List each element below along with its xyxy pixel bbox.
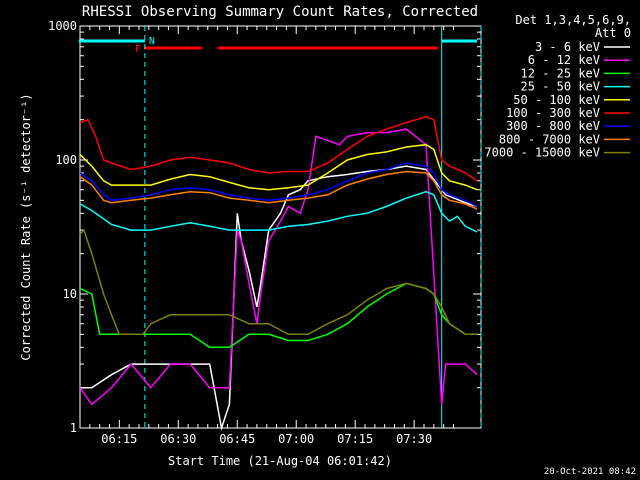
x-tick-label: 07:15 (337, 432, 373, 446)
x-tick-label: 06:15 (101, 432, 137, 446)
legend-label: 6 - 12 keV (528, 53, 600, 67)
night-flag-label: N (149, 36, 155, 47)
x-axis-label: Start Time (21-Aug-04 06:01:42) (168, 454, 392, 468)
flare-flag-label: F (135, 44, 141, 55)
series-line (79, 282, 478, 349)
y-axis-label: Corrected Count Rate (s⁻¹ detector⁻¹) (19, 93, 33, 360)
x-tick-label: 07:00 (278, 432, 314, 446)
legend-label: 7000 - 15000 keV (484, 146, 600, 160)
y-tick-label: 100 (55, 153, 77, 167)
legend-label: 12 - 25 keV (521, 66, 600, 80)
series-line (79, 170, 478, 210)
series-line (79, 162, 478, 208)
y-tick-label: 1 (70, 421, 77, 435)
series-lines (79, 116, 478, 431)
legend-label: 25 - 50 keV (521, 80, 600, 94)
y-axis: 1 10 100 1000 (48, 19, 481, 435)
chart-title: RHESSI Observing Summary Count Rates, Co… (82, 4, 478, 20)
y-tick-label: 1000 (48, 19, 77, 33)
plot-frame (79, 25, 482, 429)
legend-header-1: Det 1,3,4,5,6,9, (515, 13, 631, 27)
series-line (79, 143, 478, 191)
series-line (79, 228, 478, 336)
legend-header-2: Att 0 (595, 26, 631, 40)
x-axis: 06:15 06:30 06:45 07:00 07:15 07:30 (79, 26, 454, 446)
legend-label: 300 - 800 keV (506, 119, 600, 133)
x-tick-label: 06:45 (219, 432, 255, 446)
legend-label: 100 - 300 keV (506, 106, 600, 120)
series-line (79, 190, 478, 233)
footer-date: 20-Oct-2021 08:42 (544, 467, 636, 477)
flag-bars: NF (78, 26, 482, 428)
legend-label: 50 - 100 keV (513, 93, 600, 107)
legend-label: 800 - 7000 keV (499, 132, 600, 146)
series-line (80, 165, 478, 431)
series-line (79, 128, 478, 406)
legend-label: 3 - 6 keV (535, 40, 600, 54)
x-tick-label: 07:30 (396, 432, 432, 446)
y-tick-label: 10 (63, 287, 77, 301)
series-line (79, 116, 478, 182)
x-tick-label: 06:30 (160, 432, 196, 446)
